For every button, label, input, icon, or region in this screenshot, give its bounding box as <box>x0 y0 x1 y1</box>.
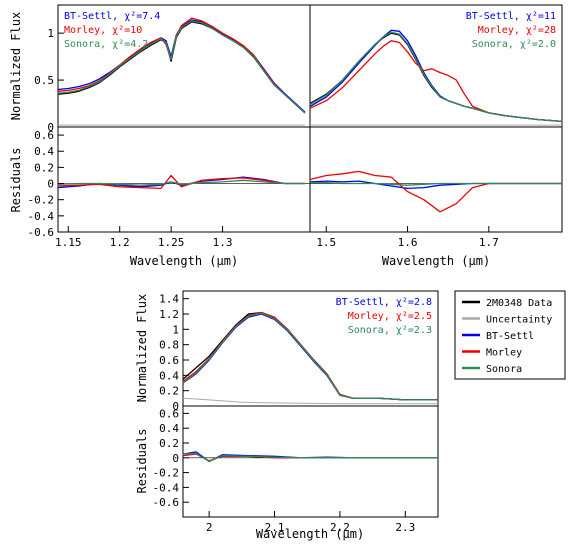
panel-h-flux: BT-Settl, χ²=11 Morley, χ²=28 Sonora, χ²=2… <box>309 4 563 128</box>
y-tick-label: 0 <box>47 178 54 191</box>
panel-k-flux: 0 0.2 0.4 0.6 0.8 1 1.2 1.4 BT-Settl, χ²=2.8 Morl… <box>159 290 439 413</box>
ylabel-k-residuals: Residuals <box>135 428 149 493</box>
legend-label: Morley <box>486 348 522 359</box>
chi2-annotation: Morley, χ²=28 <box>478 25 556 36</box>
panel-j-residuals: -0.6 -0.4 -0.2 0 0.2 0.4 0.6 1.15 1.2 1.25 1.3 <box>28 126 311 249</box>
series-line-sonora <box>182 452 438 463</box>
y-tick-label: 0.2 <box>159 437 179 450</box>
y-tick-label: 0.6 <box>34 129 54 142</box>
y-tick-label: 0.4 <box>34 145 54 158</box>
y-tick-label: 0.8 <box>159 339 179 352</box>
panel-h-residuals-frame <box>309 126 563 233</box>
panel-k-flux-frame <box>182 290 439 407</box>
series-line-sonora <box>57 20 306 114</box>
x-tick-label: 1.25 <box>158 236 185 249</box>
xlabel-j: Wavelength (μm) <box>130 254 238 268</box>
ylabel-top-residuals: Residuals <box>9 147 23 212</box>
y-tick-label: -0.2 <box>28 194 55 207</box>
x-tick-label: 2.1 <box>265 521 285 534</box>
xlabel-k: Wavelength (μm) <box>256 527 364 541</box>
y-tick-label: -0.6 <box>28 226 55 239</box>
panel-h-residuals: 1.5 1.6 1.7 <box>309 126 563 249</box>
panel-k-residuals-frame <box>182 405 439 518</box>
panel-j-residuals-frame <box>57 126 311 233</box>
legend-label: Uncertainty <box>486 315 552 326</box>
legend-label: Sonora <box>486 364 522 375</box>
chi2-annotation: BT-Settl, χ²=2.8 <box>336 297 432 308</box>
legend-label: 2M0348 Data <box>486 298 552 309</box>
panel-j-flux-plot: 0 0.5 1 BT-Settl, χ²=7.4 Morley, χ²=10 Sonora… <box>34 11 306 134</box>
chi2-annotation: Morley, χ²=2.5 <box>348 311 432 322</box>
x-tick-label: 2.2 <box>330 521 350 534</box>
x-tick-label: 1.5 <box>316 236 336 249</box>
x-tick-label: 2 <box>206 521 213 534</box>
y-tick-label: 1.4 <box>159 293 179 306</box>
y-tick-label: -0.4 <box>28 210 55 223</box>
panel-j-residuals-plot: -0.6 -0.4 -0.2 0 0.2 0.4 0.6 1.15 1.2 1.25 1.3 <box>28 129 310 249</box>
series-line-sonora <box>310 182 562 186</box>
y-tick-label: 0.2 <box>159 385 179 398</box>
legend-items: 2M0348 Data Uncertainty BT-Settl Morley Sono… <box>462 298 552 375</box>
series-line-bt-settl <box>309 180 562 190</box>
chi2-annotation: BT-Settl, χ²=7.4 <box>64 11 160 22</box>
x-tick-label: 2.3 <box>395 521 415 534</box>
y-tick-label: 0.4 <box>159 369 179 382</box>
xlabel-h: Wavelength (μm) <box>382 254 490 268</box>
y-tick-label: 0.4 <box>159 422 179 435</box>
y-tick-label: 1 <box>172 323 179 336</box>
x-tick-label: 1.3 <box>213 236 233 249</box>
panel-k-residuals-plot: -0.6 -0.4-0.2 0 0.2 0.4 0.6 2 2.1 2.2 2.3 <box>153 407 438 534</box>
series-line-morley <box>309 40 563 123</box>
series-line-sonora <box>309 31 563 123</box>
y-tick-label: 0.5 <box>34 74 54 87</box>
y-tick-label: 0.2 <box>34 161 54 174</box>
x-tick-label: 1.15 <box>55 236 82 249</box>
x-tick-label: 1.2 <box>110 236 130 249</box>
y-tick-label: 0.6 <box>159 407 179 420</box>
x-tick-label: 1.6 <box>398 236 418 249</box>
series-line-sonora <box>182 312 438 401</box>
series-line-morley <box>309 170 562 213</box>
y-tick-label: 0 <box>172 400 179 413</box>
series-line-uncertainty <box>182 397 438 405</box>
panel-k-flux-plot: 0 0.2 0.4 0.6 0.8 1 1.2 1.4 BT-Settl, χ²=2.8 Morl… <box>159 293 438 413</box>
series-line-morley <box>57 174 305 190</box>
y-tick-label: -0.2 <box>153 467 180 480</box>
chi2-annotation: Sonora, χ²=2.3 <box>348 325 432 336</box>
chi2-annotation: BT-Settl, χ²=11 <box>466 11 556 22</box>
panel-h-flux-plot: BT-Settl, χ²=11 Morley, χ²=28 Sonora, χ²=2… <box>309 11 563 126</box>
legend: 2M0348 Data Uncertainty BT-Settl Morley Sono… <box>454 290 566 380</box>
y-tick-label: 0 <box>172 452 179 465</box>
panel-k-residuals: -0.6 -0.4-0.2 0 0.2 0.4 0.6 2 2.1 2.2 2.3 <box>153 405 439 534</box>
panel-h-flux-frame <box>309 4 563 128</box>
panel-h-residuals-plot: 1.5 1.6 1.7 <box>309 170 562 249</box>
ylabel-top-flux: Normalized Flux <box>9 12 23 120</box>
x-tick-label: 1.7 <box>479 236 499 249</box>
ylabel-k-flux: Normalized Flux <box>135 294 149 402</box>
y-tick-label: -0.4 <box>153 481 180 494</box>
y-tick-label: 1 <box>47 27 54 40</box>
chi2-annotation: Sonora, χ²=2.0 <box>472 39 556 50</box>
panel-j-flux: 0 0.5 1 BT-Settl, χ²=7.4 Morley, χ²=10 Sonora… <box>34 4 311 134</box>
y-tick-label: 0.6 <box>159 354 179 367</box>
legend-label: BT-Settl <box>486 331 534 342</box>
y-tick-label: 0 <box>47 121 54 134</box>
y-tick-label: 1.2 <box>159 308 179 321</box>
series-line-sonora <box>57 179 305 186</box>
y-tick-label: -0.6 <box>153 496 180 509</box>
chi2-annotation: Sonora, χ²=4.2 <box>64 39 148 50</box>
chi2-annotation: Morley, χ²=10 <box>64 25 142 36</box>
